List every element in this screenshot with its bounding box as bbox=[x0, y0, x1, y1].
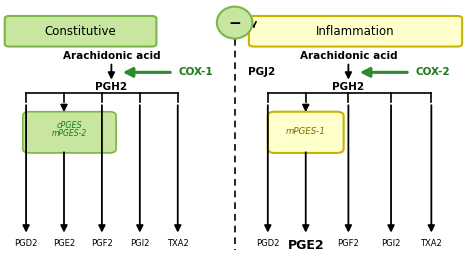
FancyBboxPatch shape bbox=[5, 16, 156, 47]
Text: TXA2: TXA2 bbox=[420, 239, 442, 248]
Text: PGE2: PGE2 bbox=[53, 239, 75, 248]
Text: Arachidonic acid: Arachidonic acid bbox=[300, 51, 397, 61]
Text: PGE2: PGE2 bbox=[287, 239, 324, 252]
Text: PGD2: PGD2 bbox=[256, 239, 280, 248]
Text: mPGES-2: mPGES-2 bbox=[52, 128, 87, 138]
Text: −: − bbox=[228, 16, 241, 31]
FancyBboxPatch shape bbox=[249, 16, 462, 47]
FancyBboxPatch shape bbox=[268, 112, 344, 153]
Text: PGH2: PGH2 bbox=[332, 82, 365, 92]
FancyBboxPatch shape bbox=[23, 112, 116, 153]
Text: PGJ2: PGJ2 bbox=[248, 67, 275, 77]
Text: PGF2: PGF2 bbox=[91, 239, 113, 248]
Ellipse shape bbox=[217, 7, 252, 39]
Text: PGF2: PGF2 bbox=[337, 239, 359, 248]
Text: TXA2: TXA2 bbox=[167, 239, 189, 248]
Text: cPGES: cPGES bbox=[56, 120, 82, 130]
Text: Constitutive: Constitutive bbox=[45, 25, 117, 38]
Text: PGD2: PGD2 bbox=[14, 239, 38, 248]
Text: COX-1: COX-1 bbox=[179, 67, 213, 77]
Text: Inflammation: Inflammation bbox=[316, 25, 395, 38]
Text: PGI2: PGI2 bbox=[382, 239, 401, 248]
Text: COX-2: COX-2 bbox=[416, 67, 450, 77]
Text: PGI2: PGI2 bbox=[130, 239, 149, 248]
Text: Arachidonic acid: Arachidonic acid bbox=[63, 51, 160, 61]
Text: PGH2: PGH2 bbox=[95, 82, 128, 92]
Text: mPGES-1: mPGES-1 bbox=[286, 127, 326, 136]
